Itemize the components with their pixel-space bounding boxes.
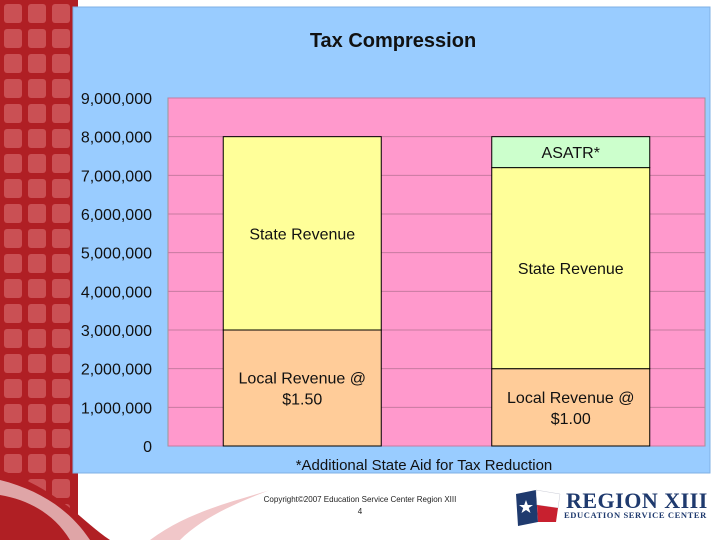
chart-title: Tax Compression (310, 30, 476, 52)
decor-tile (52, 104, 70, 123)
y-tick-label: 5,000,000 (81, 246, 152, 263)
decor-tile (4, 104, 22, 123)
decor-tile (52, 279, 70, 298)
bar-segment-label: $1.00 (551, 411, 591, 428)
y-tick-label: 3,000,000 (81, 323, 152, 340)
decor-tile (28, 304, 46, 323)
logo-title: REGION XIII (566, 488, 708, 513)
bottom-decorative-swoosh (0, 470, 270, 540)
bar-segment (491, 136, 651, 169)
bar-segment-label: $1.50 (282, 392, 322, 409)
decor-tile (4, 129, 22, 148)
decor-tile (4, 279, 22, 298)
bar-segment-label: ASATR* (542, 145, 600, 162)
decor-tile (28, 54, 46, 73)
decor-tile (52, 129, 70, 148)
y-tick-label: 6,000,000 (81, 207, 152, 224)
y-tick-label: 9,000,000 (81, 91, 152, 108)
y-axis-tick-labels: 0 1,000,000 2,000,000 3,000,000 4,000,000 5,0… (81, 91, 152, 456)
decor-tile (4, 4, 22, 23)
region-xiii-logo: REGION XIII EDUCATION SERVICE CENTER (512, 488, 712, 528)
decor-tile (52, 154, 70, 173)
decor-tile (28, 204, 46, 223)
decor-tile (4, 54, 22, 73)
decor-tile (28, 404, 46, 423)
decor-tile (28, 279, 46, 298)
decor-tile (4, 229, 22, 248)
decor-tile (52, 4, 70, 23)
y-tick-label: 1,000,000 (81, 400, 152, 417)
bar-segment (222, 136, 382, 331)
decor-tile (52, 379, 70, 398)
logo-subtitle: EDUCATION SERVICE CENTER (564, 510, 707, 520)
texas-flag-icon (516, 489, 561, 526)
decor-tile (52, 479, 70, 498)
y-tick-label: 0 (143, 439, 152, 456)
decor-tile (52, 54, 70, 73)
decor-tile (28, 179, 46, 198)
decor-tile (4, 29, 22, 48)
bar-segment (491, 167, 651, 370)
decor-tile (52, 79, 70, 98)
decor-tile (52, 429, 70, 448)
decor-tile (28, 429, 46, 448)
decor-tile (52, 454, 70, 473)
bar-segment-label: State Revenue (518, 261, 624, 278)
bar-labels: Local Revenue @ $1.50 State Revenue Local R… (239, 145, 635, 428)
decor-tile (4, 404, 22, 423)
x-axis-label: *Additional State Aid for Tax Reduction (296, 457, 553, 474)
bar-segment (491, 368, 651, 447)
decor-tile (4, 79, 22, 98)
decor-tile (28, 4, 46, 23)
decor-tile (28, 329, 46, 348)
decor-tile (28, 354, 46, 373)
decor-tile (4, 379, 22, 398)
decor-tile (52, 254, 70, 273)
footer-page-number: 4 (357, 507, 363, 516)
y-tick-label: 8,000,000 (81, 130, 152, 147)
decor-tile (28, 129, 46, 148)
decor-tile (52, 354, 70, 373)
decor-tile (28, 229, 46, 248)
decor-tile (28, 104, 46, 123)
decor-tile (28, 254, 46, 273)
decor-tile (52, 229, 70, 248)
decor-tile (52, 329, 70, 348)
y-tick-label: 7,000,000 (81, 168, 152, 185)
bar-segment-label: State Revenue (249, 226, 355, 243)
decor-tile (28, 454, 46, 473)
decor-tile (4, 304, 22, 323)
decor-tile (4, 429, 22, 448)
decor-tile (4, 254, 22, 273)
decor-tile (28, 379, 46, 398)
decor-tile (4, 354, 22, 373)
footer-copyright: Copyright©2007 Education Service Center … (263, 495, 457, 504)
decor-tile (4, 154, 22, 173)
bar-segment-label: Local Revenue @ (239, 371, 366, 388)
decor-tile (52, 404, 70, 423)
bar-segment-label: Local Revenue @ (507, 390, 634, 407)
decor-tile (52, 204, 70, 223)
bar-segment (222, 329, 382, 447)
decor-tile (4, 204, 22, 223)
decor-tile (52, 179, 70, 198)
decor-tile (52, 29, 70, 48)
decor-tile (4, 179, 22, 198)
decor-tile (28, 79, 46, 98)
y-tick-label: 4,000,000 (81, 284, 152, 301)
decor-tile (28, 154, 46, 173)
decor-tile (28, 29, 46, 48)
decor-tile (52, 304, 70, 323)
y-tick-label: 2,000,000 (81, 362, 152, 379)
decor-tile (4, 454, 22, 473)
decor-tile (4, 329, 22, 348)
bars (222, 136, 651, 447)
